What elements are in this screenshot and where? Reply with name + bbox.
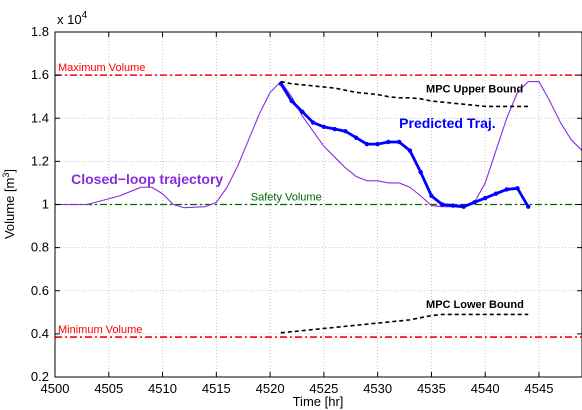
- x-tick-label: 4535: [417, 381, 446, 396]
- x-axis-label: Time [hr]: [293, 394, 344, 409]
- series-marker: [278, 81, 284, 86]
- y-axis-label: Volume [m3]: [1, 169, 17, 239]
- y-tick-label: 0.4: [31, 326, 49, 341]
- series-marker: [472, 200, 477, 205]
- series-marker: [364, 141, 370, 147]
- series-marker: [450, 203, 456, 208]
- x-tick-label: 4540: [471, 381, 500, 396]
- y-tick-label: 1: [42, 197, 49, 212]
- series-marker: [515, 186, 520, 191]
- x-tick-label: 4545: [525, 381, 554, 396]
- y-tick-label: 1.2: [31, 153, 49, 168]
- reference-line-label: Safety Volume: [251, 192, 322, 204]
- y-exponent: x 104: [57, 10, 88, 27]
- series-marker: [300, 109, 305, 114]
- series-marker: [493, 191, 499, 196]
- series-line: [55, 81, 582, 209]
- series-marker: [461, 204, 466, 209]
- series-marker: [439, 202, 445, 207]
- x-tick-label: 4530: [363, 381, 392, 396]
- x-tick-label: 4515: [202, 381, 231, 396]
- y-exponent-power: 4: [82, 10, 88, 21]
- series-annotation: MPC Lower Bound: [426, 299, 524, 311]
- x-tick-label: 4520: [256, 381, 285, 396]
- series-marker: [289, 98, 294, 104]
- reference-line-label: Maximum Volume: [58, 62, 145, 74]
- ticks: 4500 4505 4510 4515 4520 4525 4530 4535 4540 4545…: [31, 24, 582, 396]
- y-tick-label: 0.8: [31, 240, 49, 255]
- labels-layer: Closed−loop trajectory Predicted Traj. MPC…: [71, 83, 524, 311]
- series-marker: [407, 148, 413, 153]
- y-axis-label-sup: 3: [1, 173, 11, 178]
- y-tick-label: 0.2: [31, 369, 49, 384]
- series-marker: [353, 135, 359, 140]
- reference-line-label: Minimum Volume: [58, 324, 142, 336]
- x-tick-label: 4510: [148, 381, 177, 396]
- series-marker: [375, 141, 380, 147]
- y-axis-label-close: ]: [2, 169, 17, 173]
- series-marker: [396, 139, 402, 145]
- x-tick-label: 4525: [309, 381, 338, 396]
- series-marker: [526, 204, 531, 209]
- series-marker: [321, 124, 327, 130]
- reference-lines: Maximum Volume Safety Volume Minimum Volum…: [55, 62, 582, 338]
- series-annotation: Closed−loop trajectory: [71, 171, 223, 187]
- y-tick-label: 1.4: [31, 110, 49, 125]
- series-marker: [504, 187, 509, 192]
- series-marker: [310, 120, 316, 125]
- y-tick-label: 1.8: [31, 24, 49, 39]
- series-marker: [418, 169, 423, 175]
- y-tick-label: 0.6: [31, 283, 49, 298]
- y-tick-label: 1.6: [31, 67, 49, 82]
- series-marker: [386, 139, 391, 145]
- x-tick-label: 4505: [94, 381, 123, 396]
- series-marker: [429, 193, 434, 199]
- x-tick-label: 4500: [41, 381, 70, 396]
- series-annotation: MPC Upper Bound: [426, 83, 523, 95]
- series-annotation: Predicted Traj.: [399, 115, 495, 131]
- series-marker: [483, 195, 488, 201]
- series-marker: [332, 126, 337, 132]
- series-marker: [343, 128, 348, 134]
- series-layer: [55, 80, 582, 334]
